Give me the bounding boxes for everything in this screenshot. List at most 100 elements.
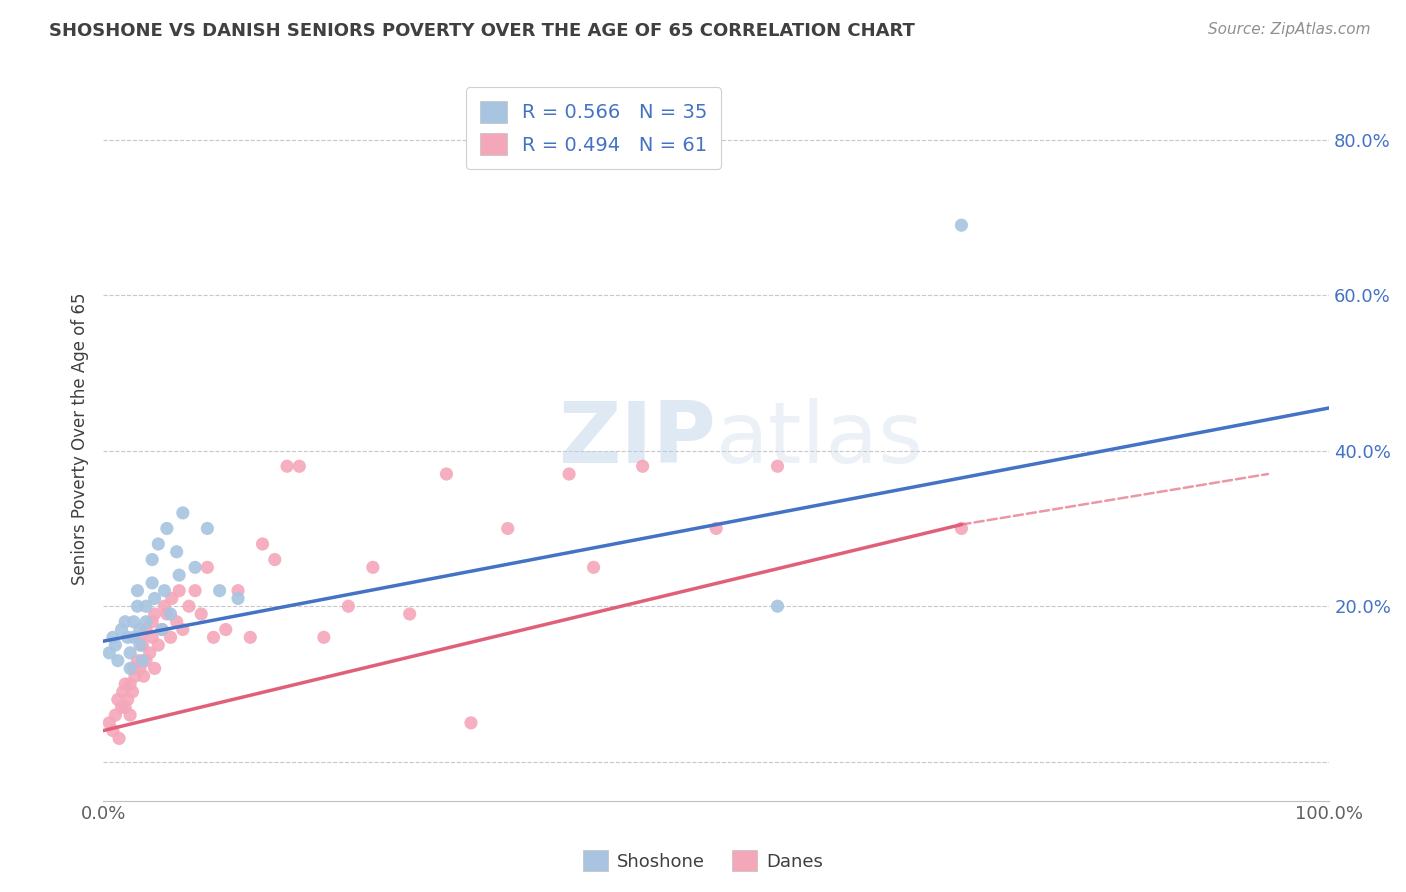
Point — [276, 459, 298, 474]
Point — [114, 700, 136, 714]
Point — [148, 638, 170, 652]
Point — [129, 630, 152, 644]
Point — [111, 685, 134, 699]
Point — [114, 677, 136, 691]
Point — [135, 615, 157, 629]
Point — [153, 583, 176, 598]
Point — [98, 646, 121, 660]
Point — [114, 615, 136, 629]
Point — [195, 560, 218, 574]
Point — [127, 583, 149, 598]
Point — [558, 467, 581, 481]
Point — [159, 630, 181, 644]
Point — [156, 607, 179, 621]
Point — [143, 591, 166, 606]
Point — [135, 599, 157, 614]
Point — [122, 615, 145, 629]
Point — [141, 552, 163, 566]
Point — [766, 459, 789, 474]
Point — [143, 607, 166, 621]
Point — [150, 623, 173, 637]
Point — [153, 599, 176, 614]
Point — [398, 607, 420, 621]
Point — [117, 692, 139, 706]
Point — [167, 568, 190, 582]
Point — [107, 692, 129, 706]
Point — [766, 599, 789, 614]
Point — [172, 506, 194, 520]
Point — [143, 661, 166, 675]
Point — [129, 661, 152, 675]
Point — [120, 661, 142, 675]
Y-axis label: Seniors Poverty Over the Age of 65: Seniors Poverty Over the Age of 65 — [72, 293, 89, 585]
Point — [127, 599, 149, 614]
Point — [436, 467, 458, 481]
Point — [122, 630, 145, 644]
Point — [167, 583, 190, 598]
Point — [120, 677, 142, 691]
Text: SHOSHONE VS DANISH SENIORS POVERTY OVER THE AGE OF 65 CORRELATION CHART: SHOSHONE VS DANISH SENIORS POVERTY OVER … — [49, 22, 915, 40]
Text: ZIP: ZIP — [558, 398, 716, 481]
Point — [110, 623, 132, 637]
Point — [337, 599, 360, 614]
Legend: R = 0.566   N = 35, R = 0.494   N = 61: R = 0.566 N = 35, R = 0.494 N = 61 — [465, 87, 721, 169]
Point — [160, 591, 183, 606]
Point — [496, 521, 519, 535]
Point — [101, 630, 124, 644]
Point — [107, 654, 129, 668]
Point — [110, 700, 132, 714]
Point — [124, 669, 146, 683]
Point — [117, 630, 139, 644]
Point — [252, 537, 274, 551]
Point — [150, 623, 173, 637]
Point — [172, 623, 194, 637]
Point — [120, 646, 142, 660]
Point — [239, 630, 262, 644]
Point — [129, 638, 152, 652]
Point — [122, 661, 145, 675]
Point — [156, 521, 179, 535]
Point — [98, 715, 121, 730]
Point — [104, 708, 127, 723]
Point — [950, 218, 973, 232]
Point — [132, 669, 155, 683]
Point — [208, 583, 231, 598]
Point — [226, 583, 249, 598]
Point — [704, 521, 727, 535]
Point — [104, 638, 127, 652]
Point — [108, 731, 131, 746]
Point — [631, 459, 654, 474]
Point — [121, 685, 143, 699]
Point — [166, 545, 188, 559]
Point — [312, 630, 335, 644]
Text: atlas: atlas — [716, 398, 924, 481]
Point — [195, 521, 218, 535]
Point — [131, 654, 153, 668]
Point — [141, 630, 163, 644]
Point — [141, 615, 163, 629]
Point — [101, 723, 124, 738]
Point — [184, 583, 207, 598]
Point — [263, 552, 285, 566]
Point — [159, 607, 181, 621]
Point — [950, 521, 973, 535]
Point — [120, 708, 142, 723]
Point — [138, 646, 160, 660]
Point — [202, 630, 225, 644]
Point — [148, 537, 170, 551]
Point — [288, 459, 311, 474]
Point — [129, 623, 152, 637]
Point — [131, 638, 153, 652]
Point — [460, 715, 482, 730]
Point — [177, 599, 200, 614]
Point — [184, 560, 207, 574]
Point — [135, 623, 157, 637]
Point — [135, 654, 157, 668]
Point — [226, 591, 249, 606]
Point — [215, 623, 238, 637]
Point — [127, 654, 149, 668]
Point — [361, 560, 384, 574]
Point — [582, 560, 605, 574]
Point — [190, 607, 212, 621]
Text: Source: ZipAtlas.com: Source: ZipAtlas.com — [1208, 22, 1371, 37]
